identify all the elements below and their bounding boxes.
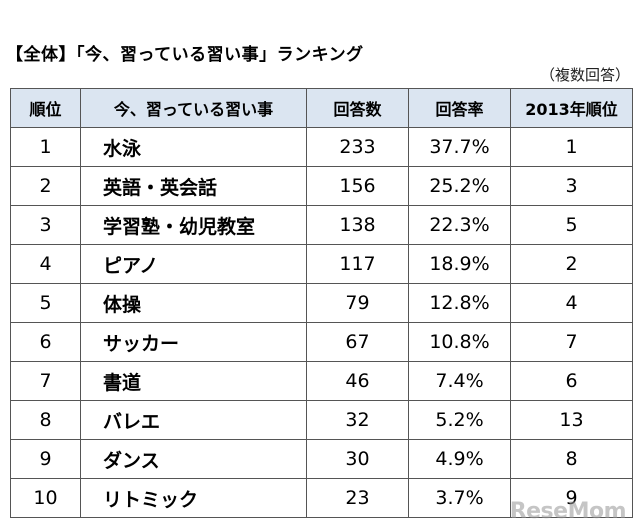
count-cell: 32 (306, 400, 409, 440)
table-row: 10 リトミック 23 3.7% 9 (10, 478, 633, 518)
lesson-name-cell: ダンス (80, 439, 307, 479)
rank-cell: 2 (10, 166, 81, 206)
watermark-logo: ReseMom (509, 499, 627, 524)
ranking-table: 順位 今、習っている習い事 回答数 回答率 2013年順位 1 水泳 233 37.7… (10, 88, 633, 518)
rate-cell: 7.4% (408, 361, 511, 401)
count-cell: 156 (306, 166, 409, 206)
table-row: 4 ピアノ 117 18.9% 2 (10, 244, 633, 284)
table-row: 5 体操 79 12.8% 4 (10, 283, 633, 323)
rate-cell: 4.9% (408, 439, 511, 479)
rate-cell: 10.8% (408, 322, 511, 362)
page-title: 【全体】「今、習っている習い事」ランキング (6, 45, 364, 65)
header-rank: 順位 (10, 88, 81, 128)
lesson-name-cell: サッカー (80, 322, 307, 362)
prev-rank-cell: 5 (510, 205, 633, 245)
header-rate: 回答率 (408, 88, 511, 128)
lesson-name-cell: ピアノ (80, 244, 307, 284)
count-cell: 46 (306, 361, 409, 401)
rank-cell: 1 (10, 127, 81, 167)
rate-cell: 18.9% (408, 244, 511, 284)
prev-rank-cell: 8 (510, 439, 633, 479)
rank-cell: 7 (10, 361, 81, 401)
prev-rank-cell: 7 (510, 322, 633, 362)
rate-cell: 22.3% (408, 205, 511, 245)
header-prev-rank: 2013年順位 (510, 88, 633, 128)
rate-cell: 37.7% (408, 127, 511, 167)
lesson-name-cell: リトミック (80, 478, 307, 518)
table-row: 6 サッカー 67 10.8% 7 (10, 322, 633, 362)
count-cell: 233 (306, 127, 409, 167)
header-count: 回答数 (306, 88, 409, 128)
rank-cell: 10 (10, 478, 81, 518)
lesson-name-cell: バレエ (80, 400, 307, 440)
table-row: 9 ダンス 30 4.9% 8 (10, 439, 633, 479)
rank-cell: 8 (10, 400, 81, 440)
prev-rank-cell: 9 (510, 478, 633, 518)
rank-cell: 3 (10, 205, 81, 245)
rate-cell: 5.2% (408, 400, 511, 440)
header-lesson: 今、習っている習い事 (80, 88, 307, 128)
table-row: 1 水泳 233 37.7% 1 (10, 127, 633, 167)
count-cell: 79 (306, 283, 409, 323)
prev-rank-cell: 2 (510, 244, 633, 284)
prev-rank-cell: 6 (510, 361, 633, 401)
count-cell: 67 (306, 322, 409, 362)
rank-cell: 6 (10, 322, 81, 362)
table-row: 3 学習塾・幼児教室 138 22.3% 5 (10, 205, 633, 245)
count-cell: 30 (306, 439, 409, 479)
lesson-name-cell: 水泳 (80, 127, 307, 167)
lesson-name-cell: 学習塾・幼児教室 (80, 205, 307, 245)
rate-cell: 12.8% (408, 283, 511, 323)
count-cell: 23 (306, 478, 409, 518)
multiple-answer-note: （複数回答） (539, 66, 630, 84)
prev-rank-cell: 3 (510, 166, 633, 206)
table-row: 7 書道 46 7.4% 6 (10, 361, 633, 401)
rate-cell: 25.2% (408, 166, 511, 206)
table-row: 8 バレエ 32 5.2% 13 (10, 400, 633, 440)
prev-rank-cell: 4 (510, 283, 633, 323)
rank-cell: 5 (10, 283, 81, 323)
lesson-name-cell: 体操 (80, 283, 307, 323)
rate-cell: 3.7% (408, 478, 511, 518)
rank-cell: 9 (10, 439, 81, 479)
lesson-name-cell: 英語・英会話 (80, 166, 307, 206)
table-row: 2 英語・英会話 156 25.2% 3 (10, 166, 633, 206)
rank-cell: 4 (10, 244, 81, 284)
table-header-row: 順位 今、習っている習い事 回答数 回答率 2013年順位 (10, 88, 633, 128)
prev-rank-cell: 1 (510, 127, 633, 167)
count-cell: 117 (306, 244, 409, 284)
lesson-name-cell: 書道 (80, 361, 307, 401)
prev-rank-cell: 13 (510, 400, 633, 440)
count-cell: 138 (306, 205, 409, 245)
